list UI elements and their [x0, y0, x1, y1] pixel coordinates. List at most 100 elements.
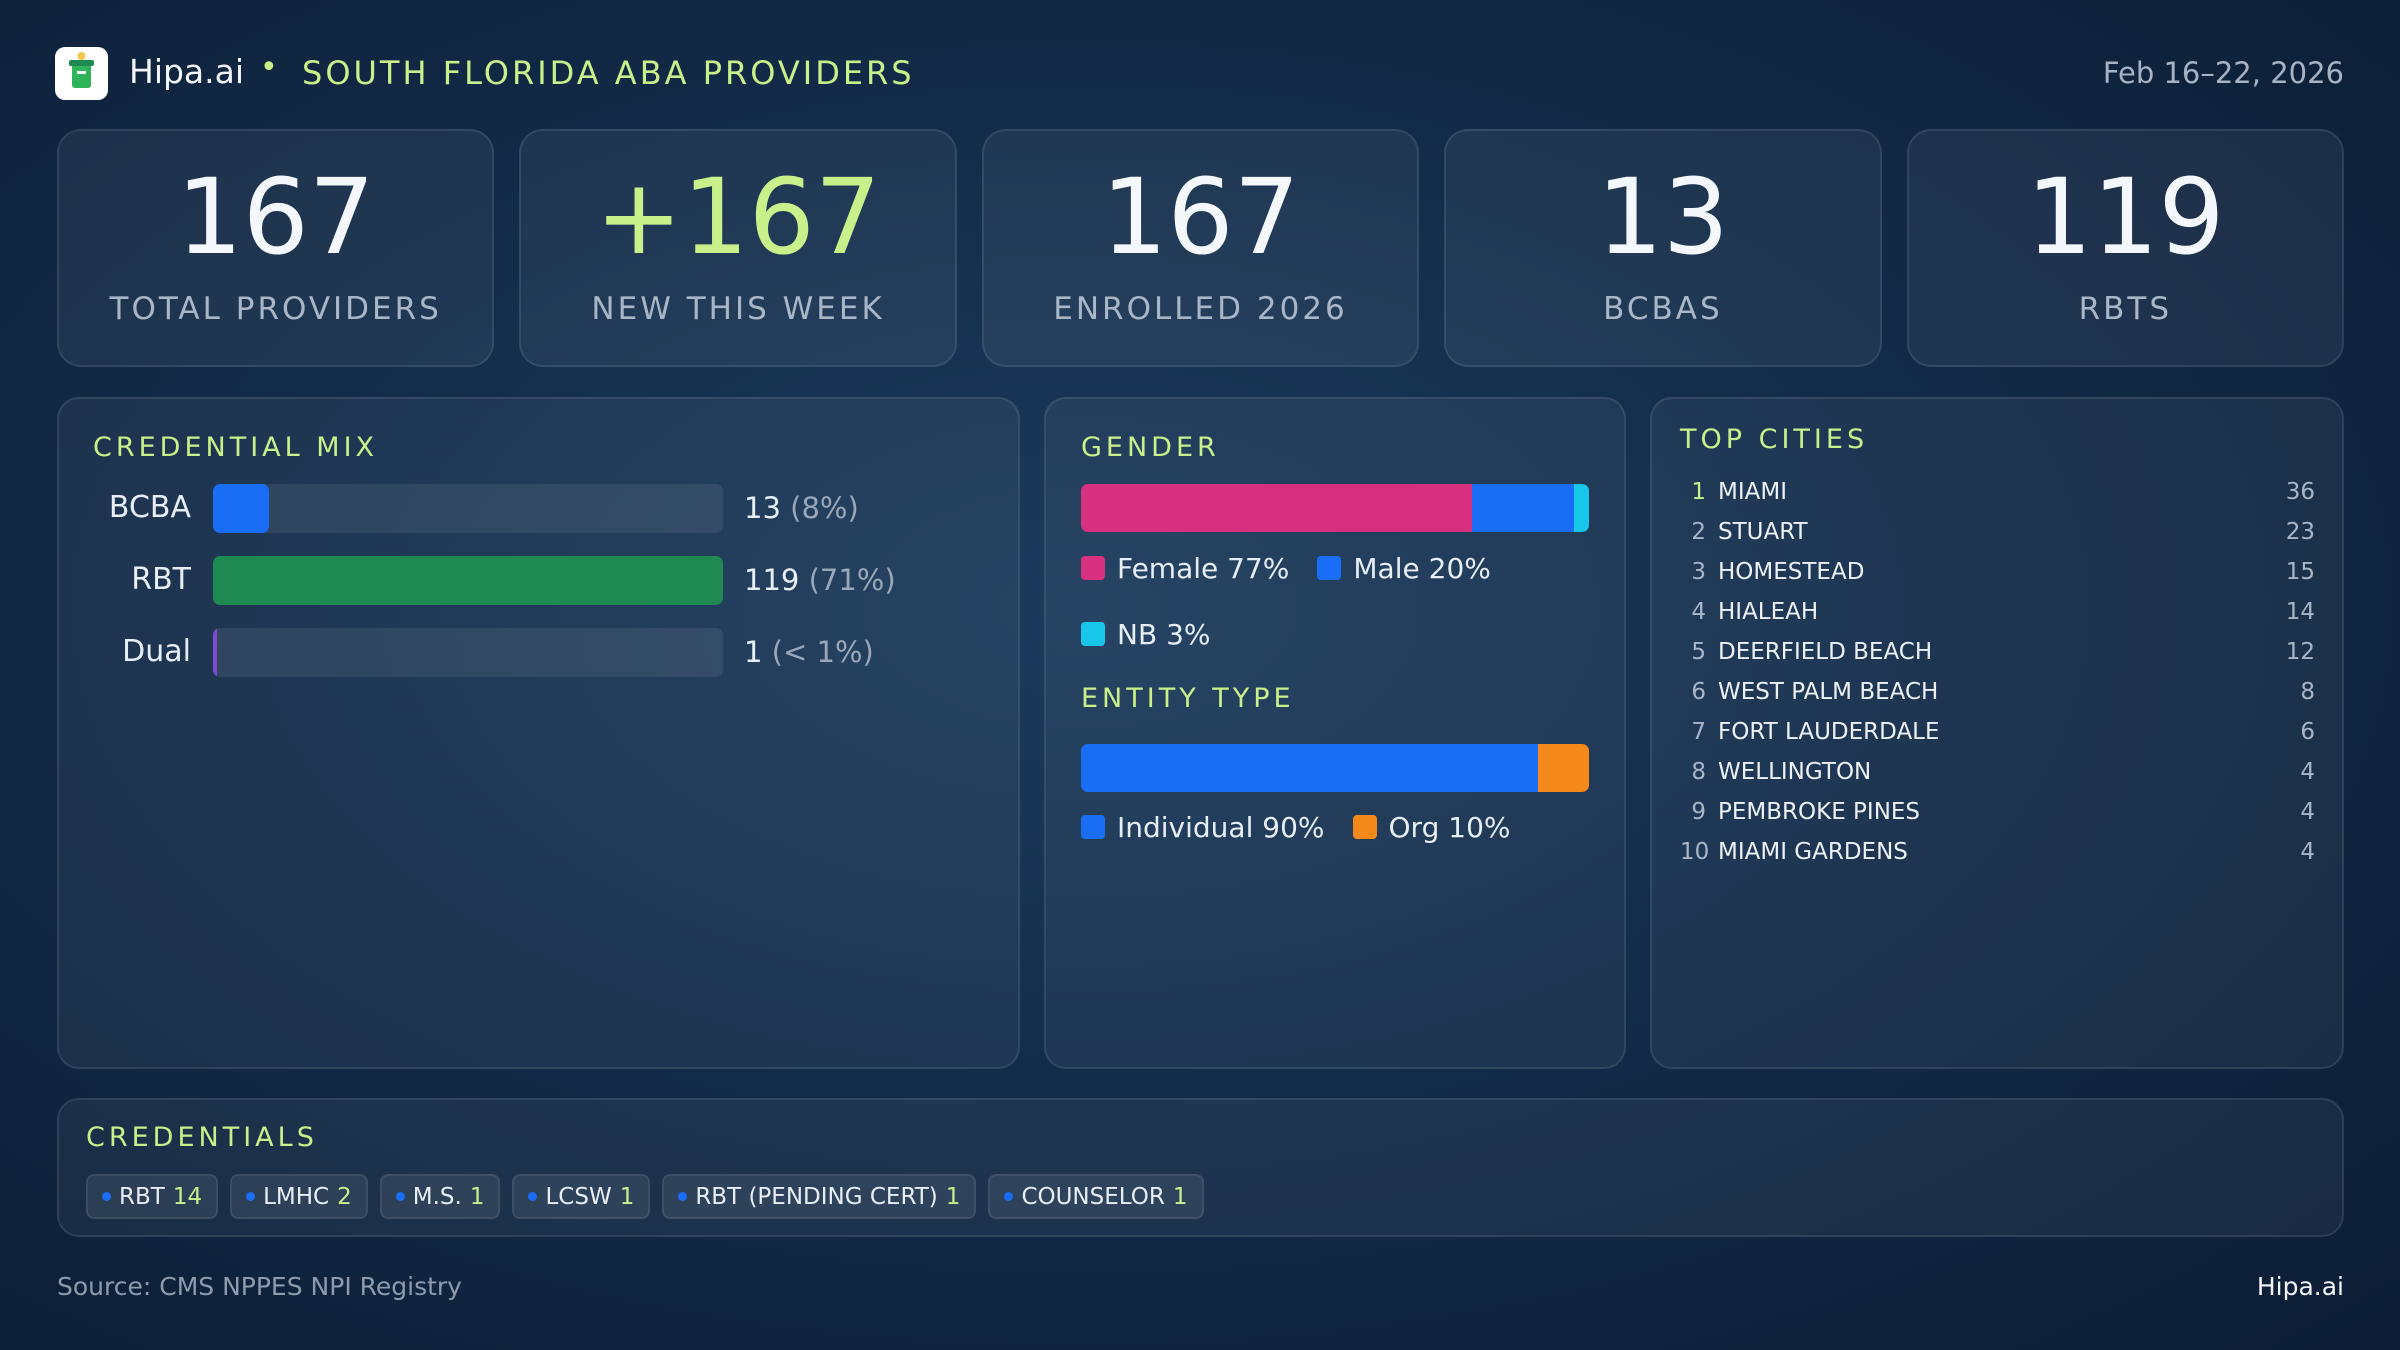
credential-chip: RBT 14 [86, 1174, 219, 1219]
panel-title: GENDER [1081, 432, 1220, 463]
chip-dot [1004, 1192, 1014, 1201]
chip-dot [395, 1192, 405, 1201]
legend-item: Org 10% [1352, 809, 1511, 845]
city-name: HIALEAH [1718, 599, 1819, 625]
panel-title: ENTITY TYPE [1081, 683, 1295, 714]
legend-name: Female [1117, 551, 1219, 585]
city-row: 4 HIALEAH 14 [1680, 592, 2315, 632]
kpi-value: 119 [2026, 156, 2225, 278]
chip-dot [528, 1192, 538, 1201]
chip-count: 1 [945, 1183, 961, 1210]
source: Source: CMS NPPES NPI Registry [57, 1272, 462, 1301]
bar-segment [1081, 744, 1539, 792]
legend-name: NB [1117, 617, 1158, 651]
city-row: 9 PEMBROKE PINES 4 [1680, 792, 2315, 832]
legend-swatch [1081, 815, 1105, 839]
count: 13 [744, 491, 781, 525]
bar-value-label: 1 (< 1%) [744, 635, 874, 669]
legend-name: Org [1388, 810, 1440, 844]
kpi-value: +167 [595, 156, 881, 278]
bar [213, 628, 218, 677]
city-count: 4 [2300, 799, 2315, 825]
city-count: 12 [2285, 639, 2315, 665]
chip-name: RBT (PENDING CERT) [695, 1183, 938, 1210]
footer-brand: Hipa.ai [2256, 1272, 2344, 1301]
city-name: MIAMI [1718, 479, 1787, 505]
legend-swatch [1081, 622, 1105, 646]
logo [55, 47, 108, 100]
kpi-card: 167 ENROLLED 2026 [981, 129, 1420, 367]
legend-text: Male 20% [1353, 552, 1490, 585]
legend-item: NB 3% [1081, 616, 1210, 652]
city-row: 3 HOMESTEAD 15 [1680, 552, 2315, 592]
chip-dot [678, 1192, 688, 1201]
city-count: 4 [2300, 759, 2315, 785]
panel-title: CREDENTIAL MIX [93, 432, 379, 463]
rank: 2 [1691, 519, 1706, 545]
chip-count: 1 [1172, 1183, 1188, 1210]
chip-name: COUNSELOR [1021, 1183, 1165, 1210]
count: 1 [744, 635, 763, 669]
credential-chip: LCSW 1 [512, 1174, 651, 1219]
share: (8%) [790, 491, 859, 525]
bar [213, 484, 269, 533]
city-name: PEMBROKE PINES [1718, 799, 1921, 825]
bar-track [213, 628, 723, 677]
kpi-label: RBTS [2078, 291, 2173, 327]
legend-swatch [1317, 556, 1342, 580]
city-count: 4 [2300, 839, 2315, 865]
city-count: 23 [2285, 519, 2315, 545]
count: 119 [744, 563, 800, 597]
legend-value: 90% [1262, 810, 1325, 844]
city-name: FORT LAUDERDALE [1718, 719, 1940, 745]
kpi-value: 167 [1101, 156, 1300, 278]
chip-name: M.S. [412, 1183, 462, 1210]
kpi-label: BCBAS [1603, 291, 1723, 327]
city-row: 2 STUART 23 [1680, 512, 2315, 552]
bar-label: RBT [131, 562, 191, 597]
credential-chip: RBT (PENDING CERT) 1 [662, 1174, 977, 1219]
kpi-label: TOTAL PROVIDERS [109, 291, 442, 327]
kpi-label: ENROLLED 2026 [1053, 291, 1348, 327]
legend-item: Male 20% [1317, 550, 1491, 586]
city-row: 7 FORT LAUDERDALE 6 [1680, 712, 2315, 752]
city-row: 6 WEST PALM BEACH 8 [1680, 672, 2315, 712]
credential-chip: LMHC 2 [230, 1174, 368, 1219]
city-count: 8 [2300, 679, 2315, 705]
bar-label: BCBA [108, 490, 191, 525]
legend-name: Male [1353, 551, 1420, 585]
rank: 5 [1691, 639, 1706, 665]
share: (< 1%) [771, 635, 874, 669]
rank: 4 [1691, 599, 1706, 625]
legend-name: Individual [1117, 810, 1254, 844]
city-count: 6 [2300, 719, 2315, 745]
chip-count: 2 [337, 1183, 352, 1210]
kpi-card: 167 TOTAL PROVIDERS [57, 129, 495, 367]
panel-title: CREDENTIALS [86, 1122, 318, 1153]
chip-dot [102, 1192, 111, 1201]
bar-value-label: 119 (71%) [744, 563, 896, 597]
legend-value: 3% [1166, 617, 1211, 651]
rank: 8 [1691, 759, 1706, 785]
legend-value: 77% [1227, 551, 1290, 585]
legend-item: Female 77% [1081, 550, 1289, 586]
separator: • [260, 50, 278, 85]
chip-name: LCSW [545, 1183, 612, 1210]
bar-label: Dual [122, 634, 191, 669]
chip-count: 14 [172, 1183, 203, 1210]
rank: 6 [1691, 679, 1706, 705]
credential-chip: COUNSELOR 1 [988, 1174, 1204, 1219]
date-range: Feb 16–22, 2026 [2102, 56, 2344, 90]
share: (71%) [808, 563, 896, 597]
stacked-bar [1081, 744, 1589, 792]
bar-segment [1538, 744, 1589, 792]
chip-dot [246, 1192, 256, 1201]
city-name: STUART [1718, 519, 1808, 545]
legend-item: Individual 90% [1081, 809, 1325, 845]
credential-chip: M.S. 1 [379, 1174, 501, 1219]
chip-name: RBT [119, 1183, 165, 1210]
city-name: WELLINGTON [1718, 759, 1872, 785]
city-count: 36 [2285, 479, 2315, 505]
bar-track [213, 556, 723, 605]
